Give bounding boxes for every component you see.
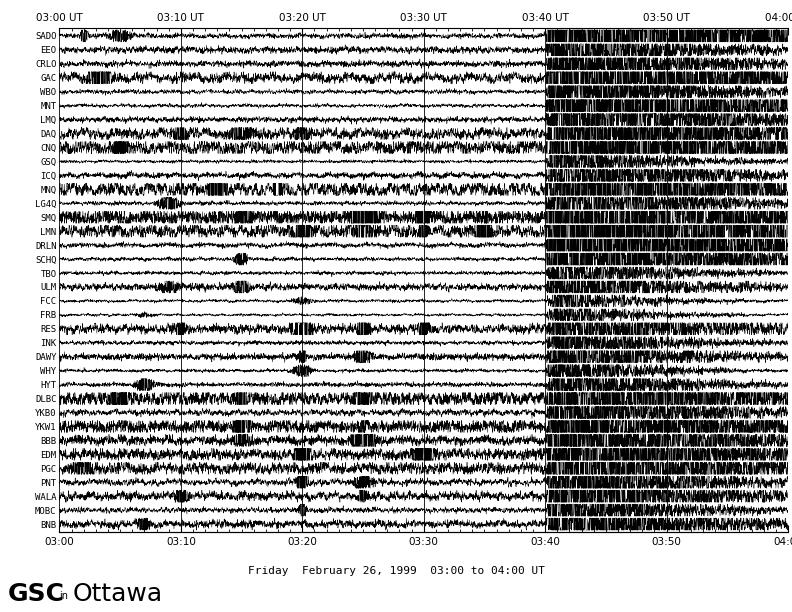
Text: Friday  February 26, 1999  03:00 to 04:00 UT: Friday February 26, 1999 03:00 to 04:00 … [247,566,545,576]
Text: GSC: GSC [8,582,65,606]
Text: in: in [59,591,68,601]
Text: Ottawa: Ottawa [73,582,163,606]
